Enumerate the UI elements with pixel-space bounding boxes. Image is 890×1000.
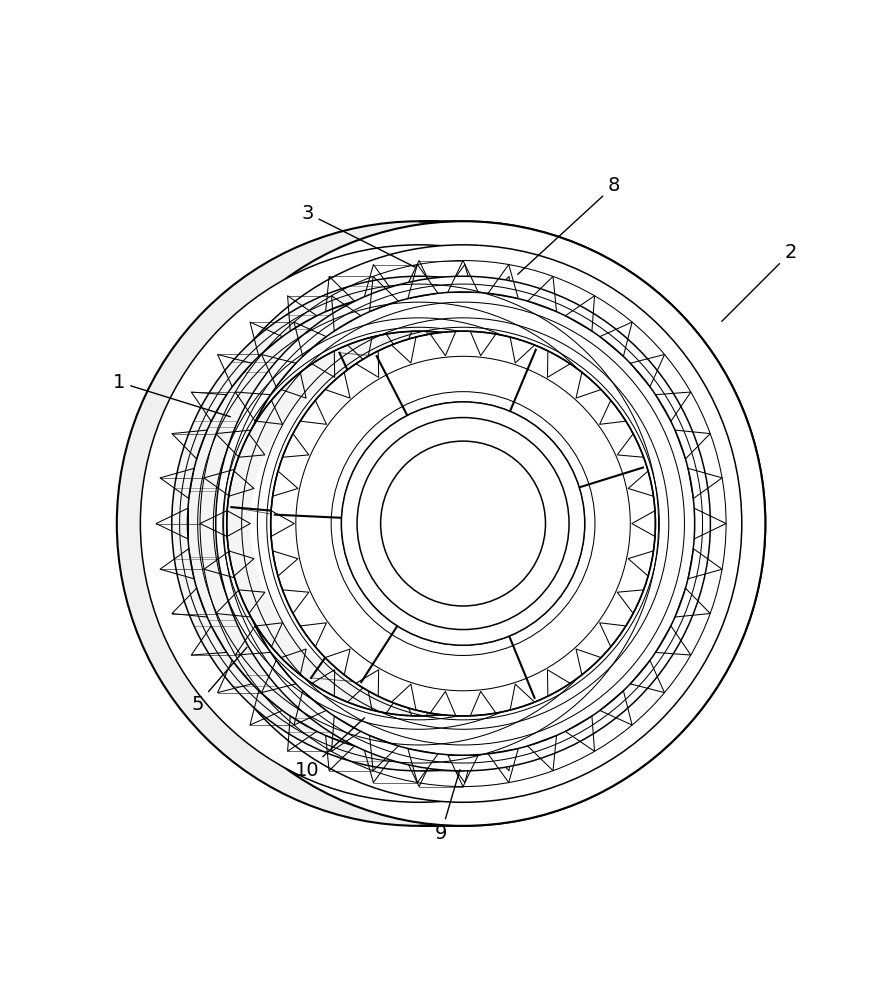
Circle shape — [227, 331, 611, 716]
Text: 3: 3 — [302, 204, 415, 267]
Circle shape — [313, 418, 525, 630]
Text: 8: 8 — [518, 176, 620, 274]
Text: 2: 2 — [722, 243, 797, 321]
Circle shape — [172, 276, 667, 771]
Circle shape — [250, 355, 588, 692]
Circle shape — [161, 221, 765, 826]
Text: 10: 10 — [295, 718, 365, 780]
Circle shape — [381, 441, 546, 606]
Text: 5: 5 — [191, 647, 247, 714]
Circle shape — [336, 441, 502, 606]
Circle shape — [357, 418, 569, 630]
Text: 9: 9 — [435, 770, 460, 843]
Circle shape — [141, 245, 698, 802]
Circle shape — [342, 402, 585, 645]
Circle shape — [297, 402, 541, 645]
Circle shape — [184, 245, 741, 802]
Text: 1: 1 — [113, 373, 231, 417]
Polygon shape — [419, 221, 765, 826]
Circle shape — [215, 276, 710, 771]
Circle shape — [117, 221, 722, 826]
Circle shape — [271, 331, 655, 716]
Circle shape — [295, 355, 632, 692]
